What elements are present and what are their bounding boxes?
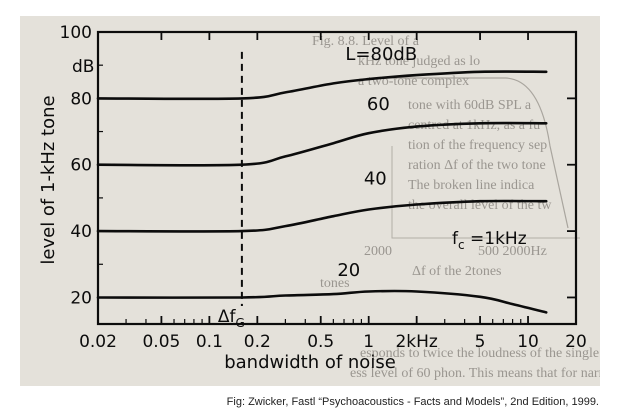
y-axis-title: level of 1-kHz tone [38,95,59,264]
figure-caption: Fig: Zwicker, Fastl “Psychoacoustics - F… [226,396,599,408]
fc-sub: c [458,238,465,252]
y-tick-label: 60 [70,156,92,176]
y-tick-label: 20 [70,288,92,308]
series-line [96,70,548,101]
chart-photo: Fig. 8.8. Level of a kHz tone judged as … [20,16,600,386]
series-layer: L=80dB 60 40 20 [96,44,548,314]
series-label: 20 [337,260,360,281]
x-axis-title: bandwidth of noise [224,352,396,373]
series-line [96,121,548,167]
plot-frame [96,30,578,326]
series-label: L=80dB [345,44,417,65]
x-tick-label: 2kHz [395,332,437,352]
chart: 0.02 0.05 0.1 0.2 0.5 1 2kHz 5 10 20 20 40 60 80 100 L… [38,23,587,373]
x-tick-label: 5 [475,332,486,352]
reference-label-sub: G [236,316,245,330]
series-label: 40 [364,169,387,190]
series-line [96,199,548,233]
x-tick-label: 0.5 [307,332,334,352]
background-axes [391,146,580,239]
fc-value: =1kHz [465,229,527,249]
x-tick-label: 0.05 [142,332,180,352]
x-tick-label: 0.02 [79,332,117,352]
x-tick-label: 10 [517,332,539,352]
x-tick-label: 0.2 [244,332,271,352]
x-tick-label: 20 [565,332,587,352]
background-curve [386,77,569,229]
axis-ticks: 0.02 0.05 0.1 0.2 0.5 1 2kHz 5 10 20 20 40 60 80 100 [60,23,587,352]
series-label: 60 [367,94,390,115]
y-tick-label: 40 [70,222,92,242]
y-tick-label: 100 [60,23,92,43]
reference-label-main: Δf [218,307,237,327]
x-tick-label: 0.1 [196,332,223,352]
series-line [96,289,548,314]
fc-main: f [452,229,459,249]
reference-label: ΔfG [218,307,245,330]
y-tick-label: 80 [70,89,92,109]
center-frequency-label: fc =1kHz [452,229,527,252]
y-unit-label: dB [72,57,94,77]
x-tick-label: 1 [363,332,374,352]
